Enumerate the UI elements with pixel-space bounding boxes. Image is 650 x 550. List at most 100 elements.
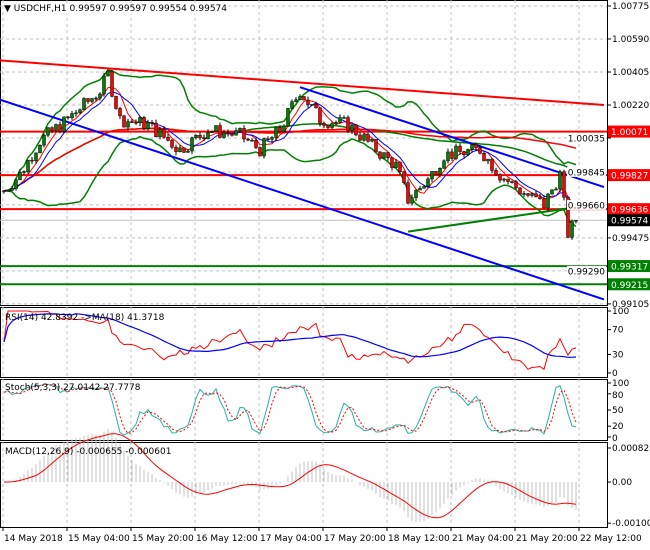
candle-body (50, 127, 54, 132)
candle-body (462, 151, 466, 155)
candle-body (138, 117, 142, 124)
candle-body (338, 117, 342, 123)
candle-body (58, 124, 62, 132)
candle-body (526, 193, 530, 196)
candle-body (118, 108, 122, 117)
candle-body (410, 197, 414, 204)
current-price-label: 0.99574 (611, 217, 648, 227)
candle-body (294, 99, 298, 102)
candle-body (274, 127, 278, 138)
candle-body (210, 131, 214, 134)
candle-body (110, 70, 114, 97)
candle-body (126, 121, 130, 128)
candle-body (146, 122, 150, 130)
candle-body (234, 130, 238, 136)
current-price-label-box (608, 214, 650, 227)
candle-body (290, 101, 294, 109)
rsi-tick-label: 30 (612, 350, 624, 360)
candle-body (286, 108, 290, 127)
candle-body (470, 144, 474, 150)
candle-body (10, 188, 14, 191)
price-label: 0.99636 (611, 206, 648, 216)
candle-body (430, 171, 434, 180)
candle-body (542, 198, 546, 209)
price-tick-label: 0.99660 (568, 201, 605, 211)
candle-body (142, 117, 146, 130)
bollinger-lower (3, 135, 577, 228)
candle-body (186, 150, 190, 153)
candle-body (438, 168, 442, 175)
rsi-ma-line (3, 313, 577, 358)
macd-signal-line (4, 433, 577, 519)
symbol-label: USDCHF,H1 (13, 4, 67, 14)
candle-body (374, 139, 378, 153)
candle-body (282, 125, 286, 132)
candle-body (402, 171, 406, 183)
candle-body (94, 97, 98, 100)
high-value: 0.99597 (109, 4, 147, 14)
candle-body (302, 96, 306, 101)
candle-body (38, 144, 42, 154)
candle-body (298, 96, 302, 101)
candle-body (250, 139, 254, 142)
price-label-box (608, 169, 650, 182)
stoch-tick-label: 80 (612, 391, 624, 401)
candle-body (574, 219, 578, 222)
close-value: 0.99574 (189, 4, 227, 14)
candle-body (214, 125, 218, 132)
candle-body (486, 158, 490, 162)
stoch-tick-label: 20 (612, 422, 624, 432)
dropdown-triangle-icon[interactable]: ▼ (4, 4, 11, 14)
candle-body (18, 172, 22, 181)
candle-body (330, 123, 334, 128)
rsi-line (3, 310, 577, 371)
candle-body (202, 137, 206, 139)
trendline (0, 59, 605, 106)
ma-120 (3, 127, 577, 192)
candle-body (34, 152, 38, 161)
price-label-box (608, 203, 650, 216)
candle-body (414, 189, 418, 199)
candle-body (26, 159, 30, 172)
price-tick-label: 1.00220 (612, 101, 649, 111)
trendline (299, 86, 605, 189)
candle-body (546, 193, 550, 209)
candle-body (198, 135, 202, 138)
trendline (0, 98, 605, 301)
candle-body (534, 193, 538, 198)
rsi-tick-label: 100 (612, 307, 629, 317)
candle-body (502, 178, 506, 181)
chart-header: ▼ USDCHF,H1 0.99597 0.99597 0.99554 0.99… (4, 4, 227, 14)
candle-body (70, 113, 74, 119)
candle-body (170, 140, 174, 148)
candle-body (102, 75, 106, 95)
panel-border-main (0, 0, 608, 306)
candle-body (426, 178, 430, 187)
candle-body (394, 161, 398, 168)
candle-body (406, 182, 410, 204)
candle-body (382, 152, 386, 159)
candle-body (86, 98, 90, 102)
candle-body (310, 104, 314, 106)
candle-body (482, 152, 486, 162)
candle-body (134, 121, 138, 124)
candle-body (362, 134, 366, 141)
candle-body (166, 136, 170, 141)
candle-body (190, 137, 194, 152)
price-tick-label: 1.00590 (612, 35, 649, 45)
price-label-box (608, 260, 650, 273)
price-label-box (608, 278, 650, 291)
candle-body (378, 151, 382, 159)
candle-body (474, 144, 478, 148)
stoch-tick-label: 50 (612, 406, 624, 416)
macd-tick-label: 0.00 (612, 478, 632, 488)
candle-body (354, 124, 358, 136)
candle-body (242, 128, 246, 140)
price-tick-label: 0.99475 (612, 234, 649, 244)
time-tick-label: 17 May 20:00 (324, 534, 386, 544)
rsi-tick-label: 70 (612, 326, 624, 336)
candle-body (454, 145, 458, 159)
price-tick-label: 1.00405 (612, 68, 649, 78)
